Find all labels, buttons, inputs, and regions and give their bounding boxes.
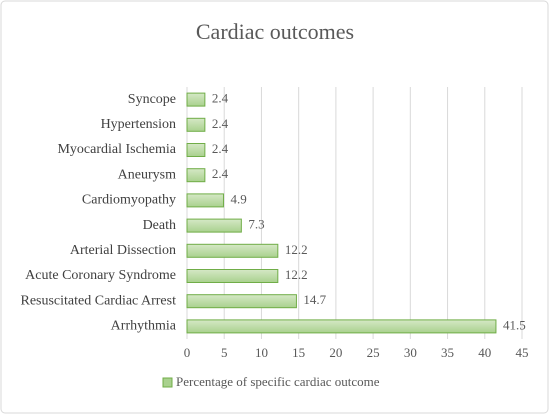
value-label: 41.5 (503, 317, 526, 332)
y-tick-label: Hypertension (101, 117, 176, 132)
y-tick-label: Syncope (128, 92, 176, 107)
y-tick-label: Aneurysm (118, 167, 176, 182)
x-tick-label: 40 (478, 345, 491, 360)
bar (186, 143, 206, 157)
x-tick-label: 25 (367, 345, 380, 360)
legend-label: Percentage of specific cardiac outcome (176, 374, 380, 389)
y-tick-label: Acute Coronary Syndrome (25, 268, 176, 283)
bar (186, 243, 279, 258)
value-label: 14.7 (303, 292, 326, 307)
legend-swatch (162, 377, 173, 388)
value-label: 4.9 (230, 191, 246, 206)
bar (186, 117, 206, 132)
bar (186, 193, 224, 208)
x-tick-label: 5 (221, 345, 228, 360)
value-label: 12.2 (285, 242, 308, 257)
value-label: 12.2 (285, 267, 308, 282)
bar (186, 168, 206, 183)
value-label: 2.4 (212, 116, 229, 131)
y-tick-label: Death (143, 218, 176, 233)
y-tick-label: Cardiomyopathy (82, 193, 176, 208)
y-tick-label: Arterial Dissection (70, 243, 176, 258)
value-label: 7.3 (248, 217, 264, 232)
bar (186, 294, 297, 309)
x-tick-label: 15 (292, 345, 305, 360)
value-label: 2.4 (212, 91, 229, 106)
value-label: 2.4 (212, 141, 229, 156)
bar (186, 218, 242, 233)
x-tick-label: 35 (441, 345, 454, 360)
value-label: 2.4 (212, 166, 229, 181)
x-tick-label: 0 (184, 345, 191, 360)
chart-title: Cardiac outcomes (196, 19, 354, 44)
bar (186, 319, 497, 334)
x-tick-label: 10 (255, 345, 268, 360)
bar (186, 269, 279, 283)
bar (186, 92, 206, 107)
y-tick-label: Arrhythmia (111, 319, 177, 334)
x-tick-label: 45 (516, 345, 529, 360)
x-tick-label: 20 (329, 345, 342, 360)
x-tick-label: 30 (404, 345, 417, 360)
y-tick-label: Resuscitated Cardiac Arrest (20, 293, 176, 308)
y-tick-label: Myocardial Ischemia (57, 142, 176, 157)
